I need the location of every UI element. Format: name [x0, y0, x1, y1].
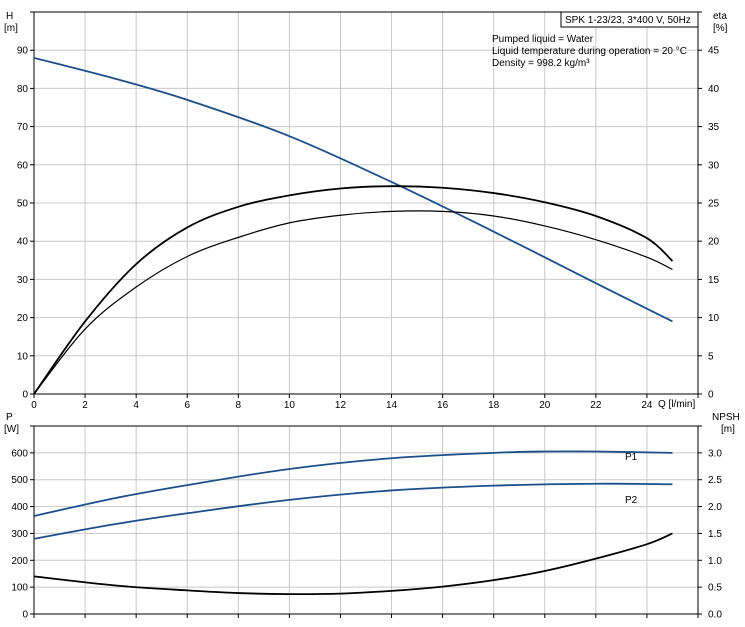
left-tick-label: 10 [17, 351, 29, 362]
flow-tick-label: 6 [184, 400, 190, 411]
npsh-axis-unit: [m] [721, 424, 735, 435]
chart-title: SPK 1-23/23, 3*400 V, 50Hz [565, 15, 691, 26]
right-tick-label: 20 [708, 237, 720, 248]
left-tick-label: 500 [11, 475, 28, 486]
top-series-2-line [33, 185, 674, 395]
head-axis-unit: [m] [4, 23, 18, 34]
power-axis-label: P [6, 412, 13, 423]
note-liquid-temperature: Liquid temperature during operation = 20… [492, 46, 687, 57]
npsh-axis-label: NPSH [712, 412, 740, 423]
left-tick-label: 30 [17, 275, 29, 286]
left-tick-label: 40 [17, 237, 29, 248]
note-density: Density = 998.2 kg/m³ [492, 58, 590, 69]
note-pumped-liquid: Pumped liquid = Water [492, 34, 594, 45]
right-tick-label: 45 [708, 46, 720, 57]
right-tick-label: 35 [708, 122, 720, 133]
right-tick-label: 40 [708, 84, 720, 95]
flow-axis-label: Q [l/min] [658, 399, 695, 410]
efficiency-axis-unit: [%] [713, 23, 728, 34]
top-panel-grid [34, 12, 698, 394]
flow-tick-label: 12 [335, 400, 347, 411]
left-tick-label: 0 [22, 610, 28, 621]
right-tick-label: 2.0 [708, 502, 722, 513]
left-tick-label: 200 [11, 556, 28, 567]
right-tick-label: 2.5 [708, 475, 722, 486]
top-panel-curves [33, 56, 674, 395]
flow-tick-label: 4 [133, 400, 139, 411]
flow-tick-label: 10 [284, 400, 296, 411]
power-axis-unit: [W] [4, 424, 19, 435]
bottom-panel-grid [34, 426, 698, 614]
right-tick-label: 15 [708, 275, 720, 286]
right-tick-label: 30 [708, 160, 720, 171]
flow-tick-label: 24 [641, 400, 653, 411]
flow-tick-label: 2 [82, 400, 88, 411]
left-tick-label: 100 [11, 583, 28, 594]
left-tick-label: 90 [17, 46, 29, 57]
bot-series-2-line [33, 532, 673, 596]
right-tick-label: 0.0 [708, 610, 722, 621]
head-axis-label: H [6, 11, 13, 22]
p2-series-label: P2 [625, 495, 638, 506]
left-tick-label: 400 [11, 502, 28, 513]
left-tick-label: 50 [17, 199, 29, 210]
top-series-0-line [33, 56, 673, 323]
flow-tick-label: 18 [488, 400, 500, 411]
right-tick-label: 0 [708, 390, 714, 401]
left-tick-label: 60 [17, 160, 29, 171]
right-tick-label: 25 [708, 199, 720, 210]
top-series-1-line [33, 210, 673, 395]
right-tick-label: 10 [708, 313, 720, 324]
right-tick-label: 0.5 [708, 583, 722, 594]
left-tick-label: 600 [11, 448, 28, 459]
right-tick-label: 3.0 [708, 448, 722, 459]
left-tick-label: 80 [17, 84, 29, 95]
left-tick-label: 300 [11, 529, 28, 540]
bottom-panel-ticks: 0 100 200 300 400 500 600 0.0 0.5 1.0 1.5 2.0 2.5 3.0 [11, 425, 722, 621]
bottom-panel-curves [33, 450, 673, 596]
flow-tick-label: 22 [590, 400, 602, 411]
flow-tick-label: 8 [236, 400, 242, 411]
p1-series-label: P1 [625, 452, 638, 463]
series-p1-line [33, 450, 673, 517]
left-tick-label: 20 [17, 313, 29, 324]
efficiency-axis-label: eta [713, 11, 727, 22]
flow-tick-label: 0 [31, 400, 37, 411]
right-tick-label: 5 [708, 351, 714, 362]
series-p2-line [33, 482, 673, 540]
bottom-panel-frame [33, 425, 699, 615]
flow-tick-label: 20 [539, 400, 551, 411]
right-tick-label: 1.0 [708, 556, 722, 567]
left-tick-label: 70 [17, 122, 29, 133]
flow-tick-label: 16 [437, 400, 449, 411]
chart-title-box [560, 11, 699, 28]
flow-tick-label: 14 [386, 400, 398, 411]
left-tick-label: 0 [22, 390, 28, 401]
right-tick-label: 1.5 [708, 529, 722, 540]
